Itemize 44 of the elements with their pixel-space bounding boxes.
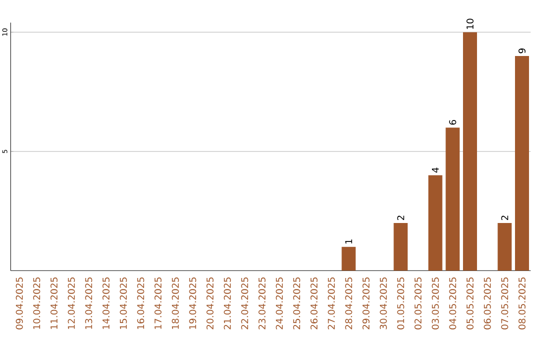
data-label: 4	[432, 168, 439, 173]
x-tick-label: 24.04.2025	[276, 278, 283, 330]
x-tick-label: 08.05.2025	[518, 278, 526, 330]
data-label: 9	[518, 48, 526, 54]
data-label: 2	[501, 216, 508, 220]
x-tick-label: 27.04.2025	[328, 278, 335, 330]
x-tick-label: 25.04.2025	[293, 278, 300, 330]
bar	[463, 32, 478, 271]
x-tick-label: 03.05.2025	[432, 278, 439, 330]
x-tick-label: 17.04.2025	[154, 278, 162, 329]
bar	[428, 175, 442, 271]
x-tick-label: 11.04.2025	[50, 278, 58, 329]
x-tick-label: 10.04.2025	[33, 278, 40, 329]
x-tick-label: 06.05.2025	[484, 278, 491, 330]
data-label: 6	[449, 120, 456, 125]
x-tick-label: 30.04.2025	[380, 278, 387, 330]
bar	[515, 56, 530, 271]
x-tick-label: 12.04.2025	[68, 278, 75, 329]
x-tick-label: 28.04.2025	[345, 278, 352, 330]
x-tick-label: 01.05.2025	[397, 278, 404, 330]
x-tick-label: 26.04.2025	[310, 278, 318, 330]
x-tick-label: 20.04.2025	[206, 278, 214, 330]
x-tick-label: 04.05.2025	[449, 278, 456, 330]
x-tick-label: 09.04.2025	[16, 278, 23, 330]
x-tick-label: 18.04.2025	[172, 278, 179, 329]
x-tick-label: 22.04.2025	[241, 278, 248, 330]
x-tick-label: 23.04.2025	[258, 278, 266, 330]
bar	[446, 128, 460, 271]
bar	[394, 222, 408, 271]
data-label: 2	[397, 216, 404, 220]
x-tick-label: 29.04.2025	[362, 278, 370, 330]
x-tick-label: 14.04.2025	[102, 278, 110, 329]
x-tick-label: 15.04.2025	[120, 278, 127, 329]
x-tick-label: 19.04.2025	[189, 278, 196, 329]
x-tick-label: 05.05.2025	[466, 278, 474, 330]
data-label: 1	[345, 240, 352, 244]
data-label: 10	[466, 18, 474, 29]
x-tick-label: 21.04.2025	[224, 278, 231, 330]
x-tick-label: 13.04.2025	[85, 278, 92, 329]
bar	[498, 222, 512, 271]
x-tick-label: 16.04.2025	[137, 278, 144, 329]
x-tick-label: 07.05.2025	[501, 278, 508, 330]
x-tick-label: 02.05.2025	[414, 278, 422, 330]
bar	[342, 246, 356, 271]
